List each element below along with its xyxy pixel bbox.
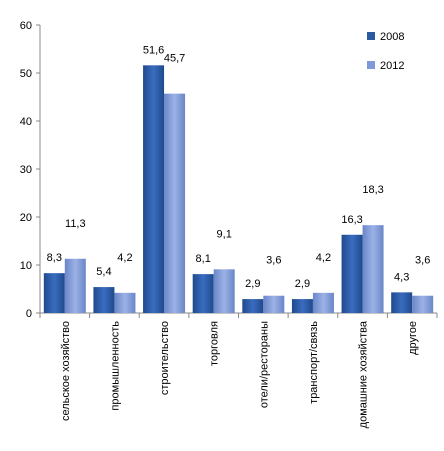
category-label: другое [407,321,419,355]
y-tick-label: 20 [20,212,32,224]
legend-swatch-2008 [367,32,375,40]
y-tick-label: 40 [20,116,32,128]
data-label-2008-6: 2,9 [295,278,310,290]
y-tick-label: 60 [20,20,32,32]
category-label: сельское хозяйство [60,321,72,421]
data-label-2012-5: 3,6 [266,255,281,267]
category-label: торговля [209,321,221,366]
category-label: домашние хозяйства [358,320,370,428]
bar-2012-5 [263,295,285,313]
data-label-2008-4: 8,1 [196,253,211,265]
legend-label-2008: 2008 [380,31,404,43]
bar-2012-3 [164,93,186,313]
data-label-2008-8: 4,3 [394,271,409,283]
data-label-2012-8: 3,6 [415,255,430,267]
bar-2008-6 [291,299,313,313]
data-label-2008-5: 2,9 [245,278,260,290]
bar-2008-7 [341,234,363,313]
y-axis-ticks: 0 10 20 30 40 50 60 [20,20,40,320]
bar-2008-3 [143,65,165,313]
bar-2012-4 [213,269,235,313]
data-label-2012-4: 9,1 [217,228,232,240]
y-tick-label: 50 [20,68,32,80]
bar-2008-1 [43,273,65,313]
category-labels: сельское хозяйство промышленность строител… [60,320,419,428]
bar-2008-4 [192,274,214,313]
bar-2008-5 [242,299,264,313]
data-label-2012-3: 45,7 [164,53,185,65]
data-label-2012-7: 18,3 [362,184,383,196]
category-label: промышленность [109,321,121,411]
data-label-2008-1: 8,3 [47,252,62,264]
bar-2012-2 [114,292,136,313]
data-label-2012-2: 4,2 [117,252,132,264]
bar-2012-6 [312,292,334,313]
data-label-2008-7: 16,3 [341,214,362,226]
bar-2008-2 [93,287,115,313]
category-label: строительство [159,321,171,395]
data-labels: 8,3 11,3 5,4 4,2 51,645,7 8,1 9,1 2,9 3,6 2,9 4,2 1… [47,44,431,290]
bar-2008-8 [391,292,413,313]
bars [43,65,434,313]
bar-2012-8 [412,295,434,313]
data-label-2008-3: 51,6 [143,44,164,56]
legend-swatch-2012 [367,61,375,69]
legend-label-2012: 2012 [380,60,404,72]
legend: 2008 2012 [367,31,404,72]
y-tick-label: 30 [20,164,32,176]
bar-2012-7 [362,225,384,313]
data-label-2012-1: 11,3 [65,218,86,230]
category-label: отели/рестораны [258,321,270,408]
data-label-2008-2: 5,4 [96,266,111,278]
y-tick-label: 0 [26,308,32,320]
bar-2012-1 [64,258,86,313]
y-tick-label: 10 [20,260,32,272]
category-label: транспорт/связь [308,321,320,404]
data-label-2012-6: 4,2 [316,252,331,264]
